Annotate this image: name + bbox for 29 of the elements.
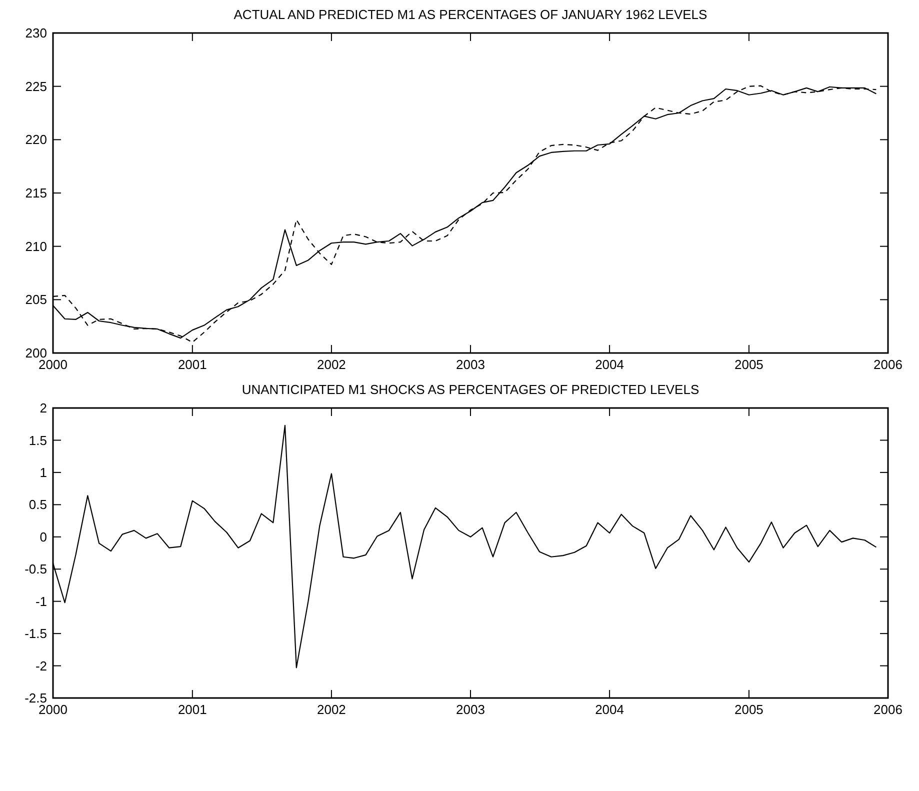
chart-title: ACTUAL AND PREDICTED M1 AS PERCENTAGES OF JANUARY 1962 LEVELS [234,7,708,22]
y-tick-label: 230 [25,26,47,41]
y-tick-label: -0.5 [24,562,47,577]
x-tick-label: 2001 [178,357,207,372]
x-tick-label: 2005 [734,357,764,372]
y-tick-label: 225 [25,78,47,94]
chart-title: UNANTICIPATED M1 SHOCKS AS PERCENTAGES OF PREDICTED LEVELS [242,382,700,397]
x-tick-label: 2004 [595,702,624,717]
y-tick-label: 1 [40,464,47,480]
x-tick-label: 2006 [874,357,902,372]
y-tick-label: 2 [40,400,47,416]
x-tick-label: 2002 [317,357,346,372]
y-tick-label: -1.5 [24,626,47,642]
x-tick-label: 2006 [874,702,902,717]
x-tick-label: 2001 [178,702,207,717]
y-tick-label: 220 [25,132,47,148]
y-tick-label: 1.5 [28,432,47,448]
x-tick-label: 2005 [734,702,764,717]
x-tick-label: 2003 [456,702,485,717]
x-tick-label: 2004 [595,357,624,372]
x-tick-label: 2003 [456,357,485,372]
y-tick-label: -1 [35,594,47,609]
y-tick-label: 215 [25,186,47,201]
y-tick-label: 210 [25,238,47,254]
x-tick-label: 2002 [317,702,346,717]
y-tick-label: -2 [35,658,47,674]
y-tick-label: 0 [40,529,47,544]
y-tick-label: 0.5 [28,497,47,512]
y-tick-label: 205 [25,292,47,308]
